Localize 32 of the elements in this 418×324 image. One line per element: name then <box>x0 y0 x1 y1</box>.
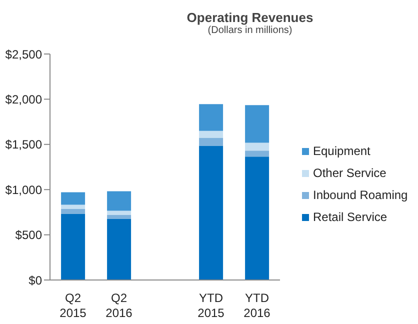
legend-label: Retail Service <box>312 209 388 226</box>
y-tick-label: $1,500 <box>5 138 42 152</box>
y-tick-label: $0 <box>28 273 42 288</box>
bar <box>199 138 224 146</box>
bar <box>245 142 270 151</box>
bar <box>199 146 224 280</box>
chart-title: Operating Revenues <box>186 10 314 25</box>
y-tick-label: $2,000 <box>5 92 42 106</box>
x-tick-label: YTD 2015 <box>198 291 225 320</box>
bar <box>199 130 224 138</box>
bar <box>61 214 86 280</box>
x-tick-label: Q2 2015 <box>60 291 87 320</box>
y-tick-label: $2,500 <box>5 47 42 62</box>
bar <box>245 105 270 143</box>
chart-subtitle: (Dollars in millions) <box>206 25 294 36</box>
y-tick-label: $500 <box>15 228 42 242</box>
bar <box>61 209 86 214</box>
legend-label: Other Service <box>312 165 388 182</box>
bar <box>61 204 86 210</box>
x-tick-label: Q2 2016 <box>106 291 133 320</box>
legend-label: Inbound Roaming <box>312 187 408 204</box>
y-tick-label: $1,000 <box>5 182 42 197</box>
bar <box>199 104 224 131</box>
legend-label: Equipment <box>312 143 372 160</box>
bar <box>107 218 132 280</box>
bar <box>107 215 132 219</box>
bar <box>245 156 270 280</box>
x-tick-label: YTD 2016 <box>244 291 271 320</box>
bar <box>245 150 270 157</box>
bar <box>61 192 86 205</box>
bar <box>107 191 132 211</box>
bar <box>107 210 132 215</box>
